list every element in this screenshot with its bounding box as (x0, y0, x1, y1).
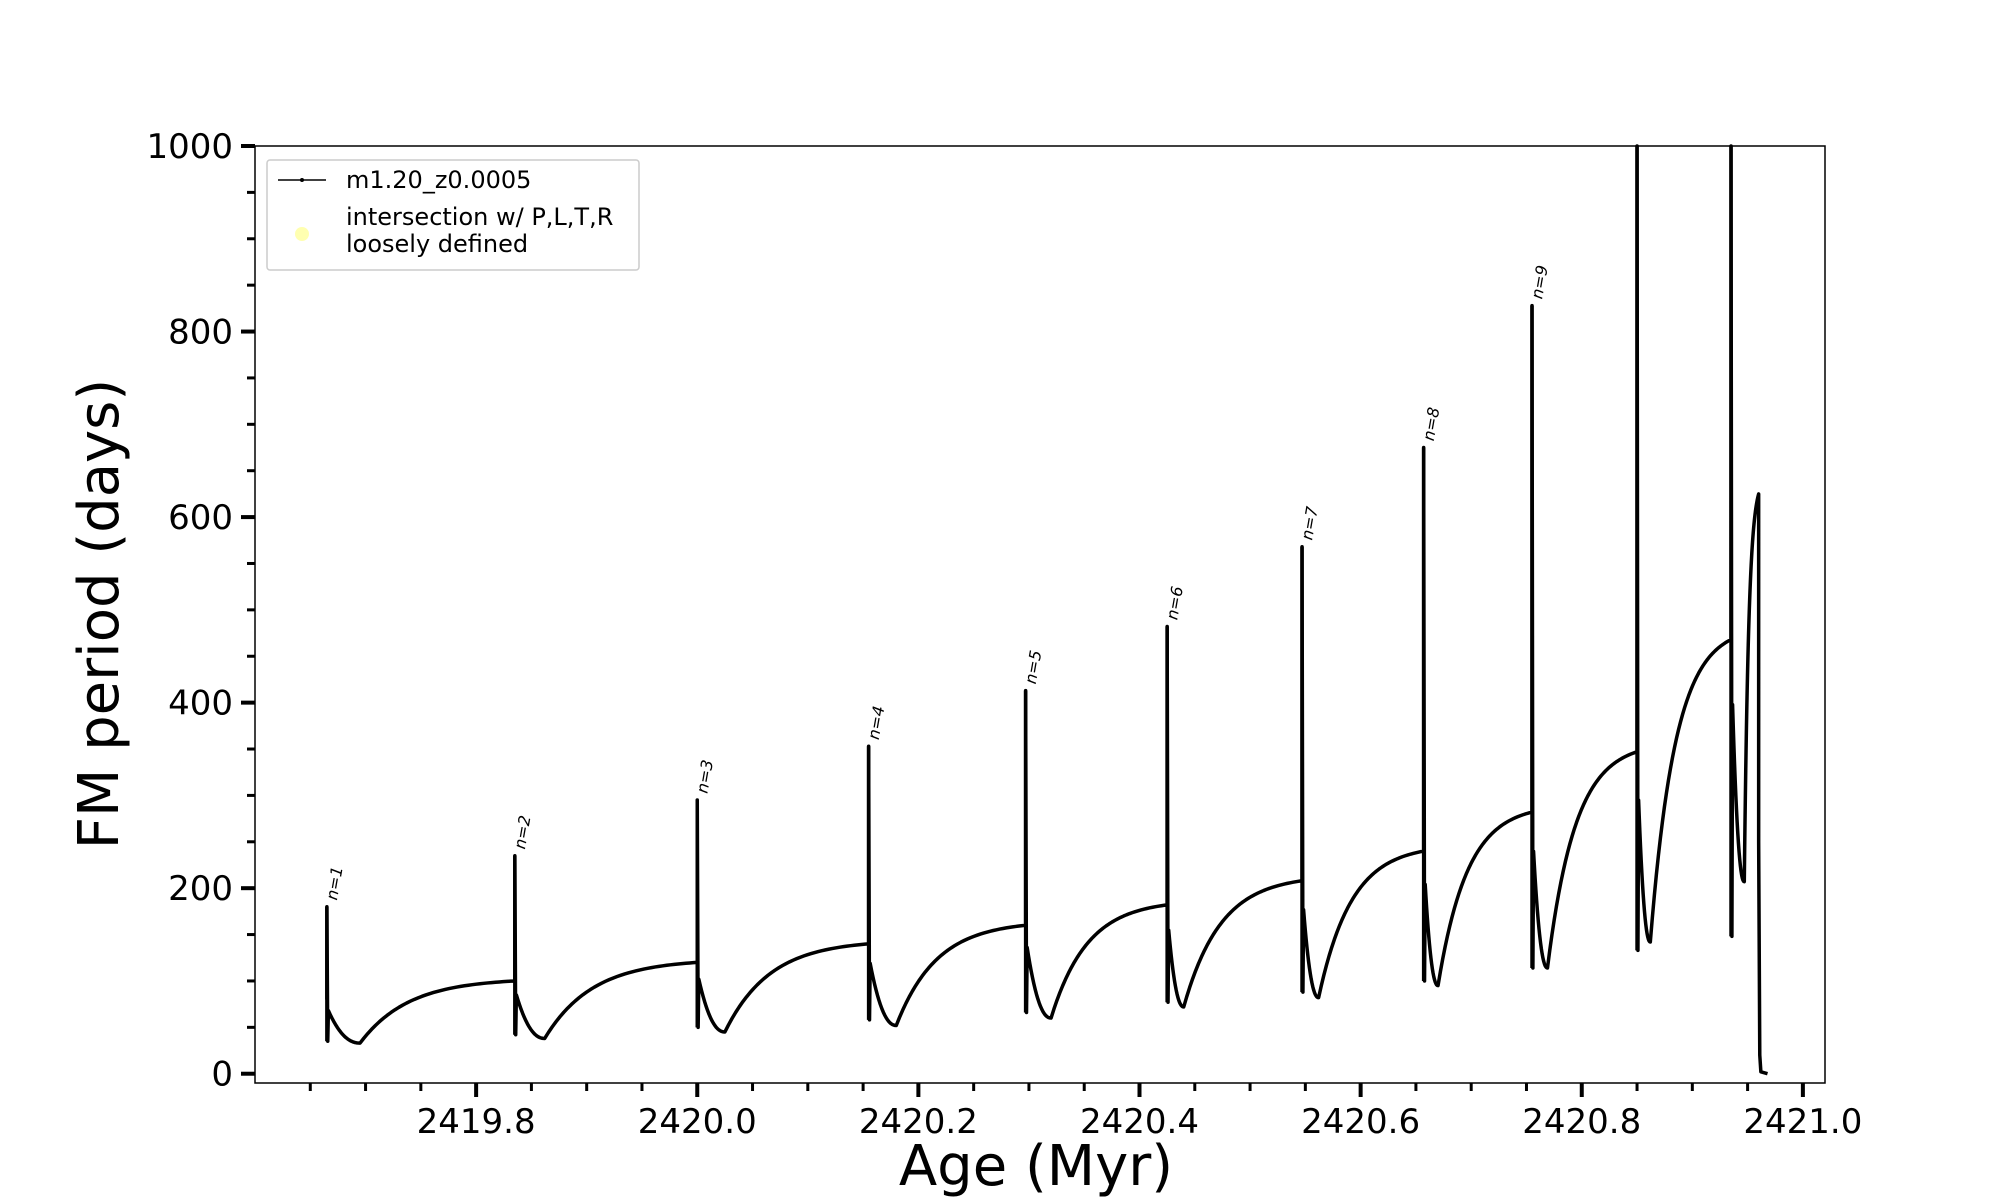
x-axis: 2419.8 2420.0 2420.2 2420.4 2420.6 2420.8 2421… (308, 1083, 1862, 1142)
x-axis-label: Age (Myr) (899, 1134, 1173, 1199)
x-tick-label: 2421.0 (1743, 1102, 1862, 1142)
legend: m1.20_z0.0005 intersection w/ P,L,T,R lo… (266, 159, 640, 271)
y-tick-label: 200 (168, 869, 233, 909)
y-tick-label: 400 (168, 684, 233, 724)
legend-box (266, 159, 640, 271)
legend-entry-model: m1.20_z0.0005 (346, 166, 531, 194)
series-line (325, 144, 1768, 1076)
y-axis-label: FM period (days) (67, 379, 132, 849)
pulse-annotations: n=1n=2n=3n=4n=5n=6n=7n=8n=9 (322, 264, 1552, 902)
legend-circle-swatch (295, 227, 309, 241)
y-tick-label: 600 (168, 498, 233, 538)
legend-entry-intersection-line2: loosely defined (346, 230, 528, 258)
y-axis: 0 200 400 600 800 1000 (146, 127, 255, 1095)
y-tick-label: 800 (168, 313, 233, 353)
x-tick-label: 2420.2 (859, 1102, 978, 1142)
x-tick-label: 2419.8 (417, 1102, 536, 1142)
x-tick-label: 2420.4 (1080, 1102, 1199, 1142)
y-tick-label: 1000 (146, 127, 233, 167)
plot-frame (254, 145, 1826, 1084)
legend-entry-intersection-line1: intersection w/ P,L,T,R (346, 203, 613, 231)
x-tick-label: 2420.8 (1522, 1102, 1641, 1142)
x-tick-label: 2420.6 (1301, 1102, 1420, 1142)
x-tick-label: 2420.0 (638, 1102, 757, 1142)
series-layer (325, 144, 1768, 1076)
y-tick-label: 0 (211, 1055, 233, 1095)
legend-line-marker (300, 178, 304, 182)
